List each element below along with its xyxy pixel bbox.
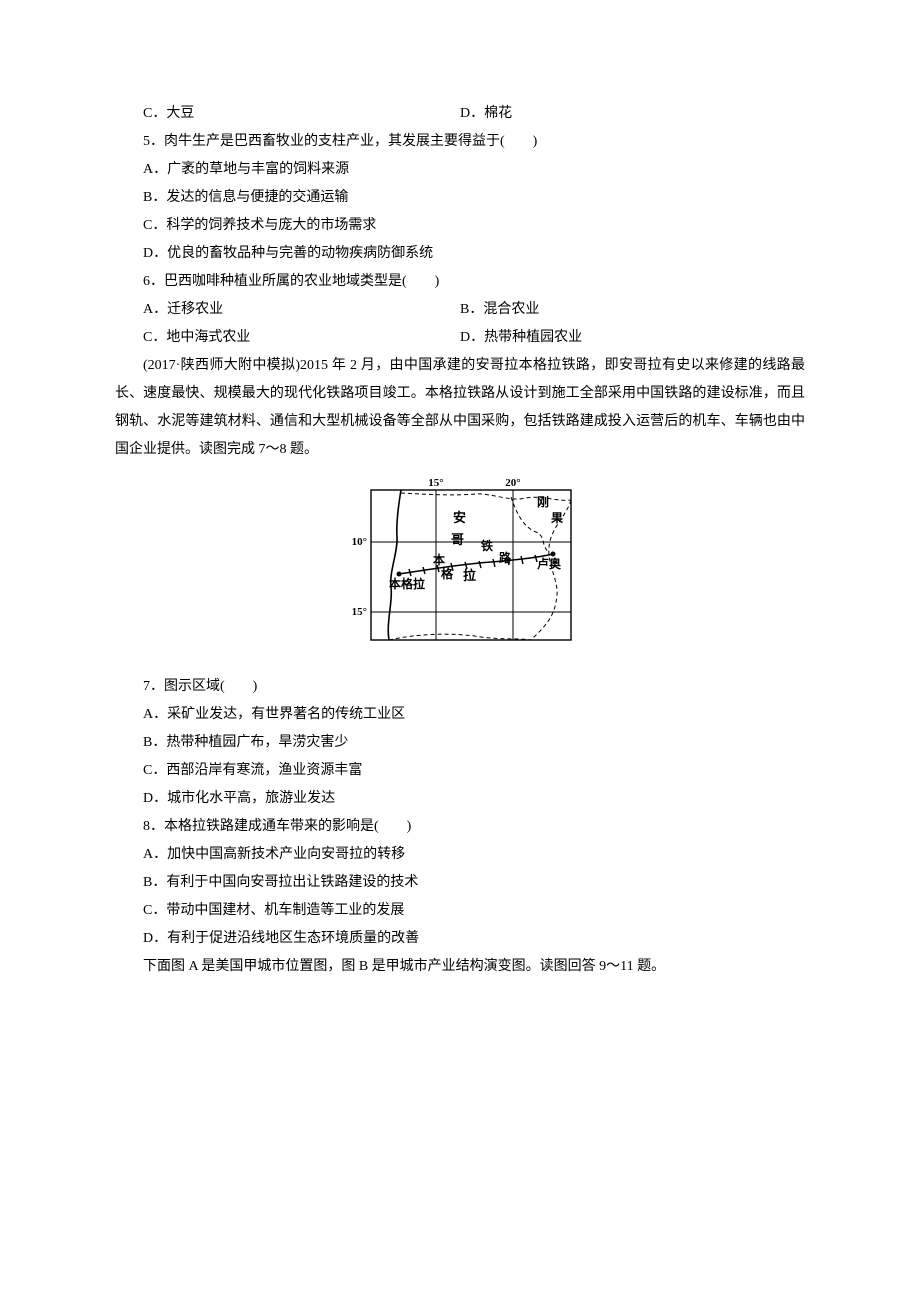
tie-char: 铁 [481, 538, 493, 553]
city-bengela-dot [397, 572, 402, 577]
passage-9-11: 下面图 A 是美国甲城市位置图，图 B 是甲城市产业结构演变图。读图回答 9～1… [115, 953, 805, 981]
luau-label: 卢奥 [537, 556, 562, 571]
q8-option-b: B．有利于中国向安哥拉出让铁路建设的技术 [115, 869, 805, 897]
bengela-label: 本格拉 [389, 576, 425, 591]
congo2: 果 [550, 511, 563, 525]
q8-option-a: A．加快中国高新技术产业向安哥拉的转移 [115, 841, 805, 869]
q6-option-c: C．地中海式农业 [115, 324, 460, 352]
q5-option-d: D．优良的畜牧品种与完善的动物疾病防御系统 [115, 240, 805, 268]
lat15-label: 15° [352, 606, 367, 618]
congo1: 刚 [537, 495, 549, 509]
q6-options-ab: A．迁移农业 B．混合农业 [115, 296, 805, 324]
map-figure: 15° 20° 10° 15° 安 哥 拉 本 格 铁 路 刚 果 卢奥 本格拉 [115, 472, 805, 663]
q7-option-a: A．采矿业发达，有世界著名的传统工业区 [115, 701, 805, 729]
q6-options-cd: C．地中海式农业 D．热带种植园农业 [115, 324, 805, 352]
lon20-label: 20° [505, 477, 520, 489]
q5-option-b: B．发达的信息与便捷的交通运输 [115, 184, 805, 212]
q8-stem: 8．本格拉铁路建成通车带来的影响是( ) [115, 813, 805, 841]
q4-option-d: D．棉花 [460, 100, 805, 128]
q4-options-cd: C．大豆 D．棉花 [115, 100, 805, 128]
passage-7-8: (2017·陕西师大附中模拟)2015 年 2 月，由中国承建的安哥拉本格拉铁路… [115, 352, 805, 464]
q7-stem: 7．图示区域( ) [115, 673, 805, 701]
q6-stem: 6．巴西咖啡种植业所属的农业地域类型是( ) [115, 268, 805, 296]
q7-option-b: B．热带种植园广布，旱涝灾害少 [115, 729, 805, 757]
q5-option-a: A．广袤的草地与丰富的饲料来源 [115, 156, 805, 184]
q5-option-c: C．科学的饲养技术与庞大的市场需求 [115, 212, 805, 240]
q6-option-b: B．混合农业 [460, 296, 805, 324]
q6-option-d: D．热带种植园农业 [460, 324, 805, 352]
lu-char: 路 [499, 550, 512, 565]
q7-option-c: C．西部沿岸有寒流，渔业资源丰富 [115, 757, 805, 785]
angola-la: 拉 [463, 568, 476, 583]
angola-map-svg: 15° 20° 10° 15° 安 哥 拉 本 格 铁 路 刚 果 卢奥 本格拉 [341, 472, 579, 652]
lat10-label: 10° [352, 536, 367, 548]
ben-char: 本 [433, 552, 445, 567]
q7-option-d: D．城市化水平高，旅游业发达 [115, 785, 805, 813]
q8-option-c: C．带动中国建材、机车制造等工业的发展 [115, 897, 805, 925]
city-luau-dot [551, 552, 556, 557]
q6-option-a: A．迁移农业 [115, 296, 460, 324]
q5-stem: 5．肉牛生产是巴西畜牧业的支柱产业，其发展主要得益于( ) [115, 128, 805, 156]
q4-option-c: C．大豆 [115, 100, 460, 128]
angola-ge: 哥 [451, 532, 464, 547]
angola-an: 安 [453, 510, 466, 525]
ge-char: 格 [441, 566, 454, 581]
q8-option-d: D．有利于促进沿线地区生态环境质量的改善 [115, 925, 805, 953]
lon15-label: 15° [428, 477, 443, 489]
